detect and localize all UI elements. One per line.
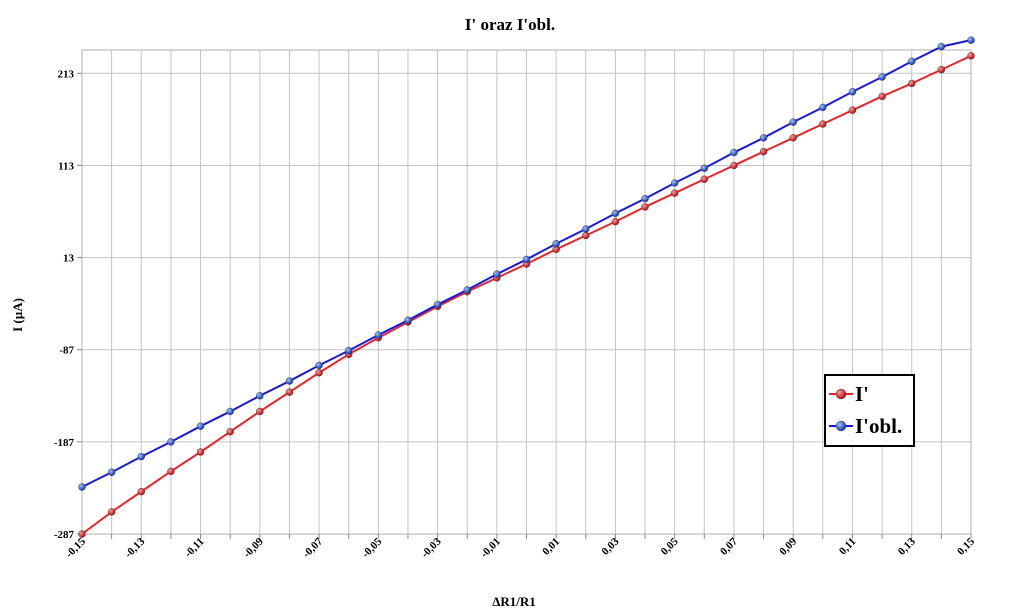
x-tick-label: 0,11 bbox=[837, 536, 859, 558]
x-tick-label: -0,03 bbox=[419, 535, 444, 560]
data-point bbox=[848, 88, 857, 96]
x-tick-label: 0,13 bbox=[896, 535, 918, 557]
data-point bbox=[641, 203, 649, 211]
data-point bbox=[315, 361, 323, 370]
data-point bbox=[730, 148, 738, 157]
data-point bbox=[611, 209, 620, 218]
data-point bbox=[789, 118, 797, 126]
data-point bbox=[908, 57, 916, 66]
data-point bbox=[908, 79, 916, 88]
data-point bbox=[167, 438, 175, 446]
data-point bbox=[937, 42, 946, 51]
legend-label: I'obl. bbox=[855, 414, 902, 438]
chart-title: I' oraz I'obl. bbox=[465, 15, 555, 34]
data-point bbox=[937, 65, 946, 74]
data-point bbox=[196, 448, 205, 456]
x-tick-label: 0,05 bbox=[659, 535, 681, 557]
data-point bbox=[759, 147, 768, 156]
data-point bbox=[107, 508, 116, 516]
data-point bbox=[463, 286, 471, 294]
legend-box bbox=[824, 374, 915, 447]
series-layer bbox=[78, 36, 975, 538]
data-point bbox=[256, 392, 264, 400]
x-tick-label: 0,07 bbox=[718, 535, 740, 557]
data-point bbox=[374, 331, 383, 339]
data-point bbox=[137, 452, 145, 461]
data-point bbox=[167, 467, 175, 476]
data-point bbox=[670, 189, 679, 197]
data-point bbox=[582, 231, 590, 240]
series-i-prime-obl bbox=[78, 36, 975, 491]
data-point bbox=[256, 407, 264, 416]
x-tick-label: 0,09 bbox=[777, 535, 799, 557]
data-point bbox=[196, 422, 205, 430]
data-point bbox=[878, 73, 886, 81]
data-point bbox=[878, 92, 886, 101]
y-tick-label: -287 bbox=[54, 529, 75, 541]
y-tick-label: 13 bbox=[63, 253, 75, 265]
data-point bbox=[137, 487, 145, 496]
x-tick-label: -0,11 bbox=[182, 536, 206, 560]
data-point bbox=[433, 300, 442, 309]
data-point bbox=[848, 106, 857, 114]
data-point bbox=[226, 428, 234, 436]
x-tick-label: -0,13 bbox=[123, 535, 148, 560]
y-axis-label: I (µA) bbox=[10, 298, 25, 332]
legend-marker bbox=[835, 420, 847, 432]
data-point bbox=[285, 388, 294, 396]
y-tick-label: 213 bbox=[58, 68, 75, 80]
data-point bbox=[967, 36, 975, 44]
x-tick-label: 0,15 bbox=[955, 535, 977, 557]
x-axis-label: ΔR1/R1 bbox=[492, 594, 536, 609]
data-point bbox=[700, 175, 708, 183]
data-point bbox=[107, 468, 116, 476]
legend-label: I' bbox=[855, 382, 869, 406]
x-tick-label: -0,09 bbox=[241, 535, 266, 560]
data-point bbox=[226, 407, 234, 416]
y-tick-label: -87 bbox=[59, 345, 74, 357]
data-point bbox=[582, 225, 590, 233]
data-point bbox=[730, 161, 738, 170]
data-point bbox=[700, 164, 708, 172]
data-point bbox=[315, 369, 323, 377]
data-point bbox=[493, 270, 501, 278]
data-point bbox=[670, 179, 679, 187]
data-point bbox=[285, 377, 294, 385]
data-point bbox=[819, 103, 827, 112]
y-tick-label: 113 bbox=[58, 160, 74, 172]
x-tick-label: 0,01 bbox=[540, 536, 562, 558]
x-tick-label: -0,05 bbox=[360, 535, 385, 560]
y-axis-ticks: -287 -187 -87 13 113 213 bbox=[54, 68, 82, 541]
legend-marker bbox=[835, 388, 847, 400]
data-point bbox=[345, 346, 353, 355]
data-point bbox=[611, 217, 620, 226]
data-point bbox=[789, 134, 797, 142]
y-tick-label: -187 bbox=[54, 437, 75, 449]
data-point bbox=[78, 530, 86, 538]
legend: I' I'obl. bbox=[824, 374, 915, 447]
x-tick-label: -0,01 bbox=[478, 536, 503, 561]
x-axis-ticks: -0,15 -0,13 -0,11 -0,09 -0,07 -0,05 -0,03 -0,01… bbox=[63, 534, 977, 560]
data-point bbox=[641, 194, 649, 203]
data-point bbox=[759, 134, 768, 142]
x-tick-label: 0,03 bbox=[599, 535, 621, 557]
x-tick-label: -0,07 bbox=[300, 535, 325, 560]
data-point bbox=[967, 52, 975, 60]
data-point bbox=[78, 483, 86, 491]
data-point bbox=[404, 316, 412, 324]
data-point bbox=[522, 255, 531, 264]
data-point bbox=[819, 120, 827, 128]
data-point bbox=[552, 240, 560, 248]
grid bbox=[81, 50, 972, 535]
